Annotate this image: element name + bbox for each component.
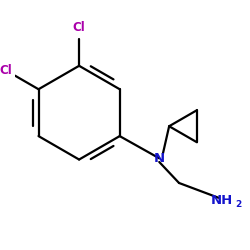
Text: NH: NH	[211, 194, 233, 207]
Text: Cl: Cl	[73, 21, 86, 34]
Text: Cl: Cl	[0, 64, 12, 76]
Text: 2: 2	[235, 200, 241, 209]
Text: N: N	[154, 152, 165, 165]
